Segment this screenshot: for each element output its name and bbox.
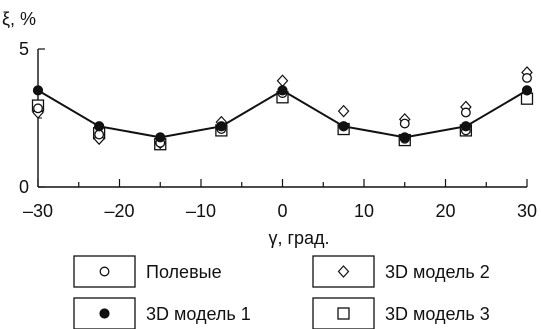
legend-marker (337, 265, 350, 278)
legend-key-box (312, 255, 375, 288)
data-point (521, 85, 533, 96)
x-tick-label: –30 (23, 201, 53, 221)
x-tick-label: –20 (104, 201, 134, 221)
x-tick-label: 20 (435, 201, 455, 221)
legend-label: 3D модель 1 (146, 304, 251, 324)
data-point (216, 121, 227, 132)
data-point (32, 85, 44, 96)
data-point (155, 132, 166, 143)
y-tick-label: 0 (19, 177, 29, 197)
data-point (277, 85, 288, 96)
data-point (276, 74, 289, 88)
y-axis-label: ξ, % (2, 9, 36, 29)
legend-marker (99, 308, 110, 319)
legend: Полевые 3D модель 2 3D модель 1 3D модель 3 (73, 255, 490, 329)
x-tick-label: 0 (277, 201, 287, 221)
data-point (94, 129, 105, 140)
data-point (94, 121, 105, 132)
legend-label: Полевые (146, 262, 222, 282)
data-point (33, 103, 43, 114)
data-point (338, 121, 349, 132)
x-tick-label: 30 (517, 201, 537, 221)
x-tick-label: –10 (186, 201, 216, 221)
data-point (460, 121, 471, 132)
legend-marker (337, 307, 350, 320)
x-tick-label: 10 (354, 201, 374, 221)
data-point (460, 107, 471, 118)
legend-label: 3D модель 3 (385, 304, 490, 324)
legend-label: 3D модель 2 (385, 262, 490, 282)
axes: 0 5 –30 –20 –10 0 10 20 30 (19, 39, 537, 221)
legend-item: 3D модель 3 (312, 297, 490, 329)
series-3d-модель-3 (31, 91, 534, 151)
plot-marks (31, 66, 534, 151)
series-3d-модель-1 (32, 85, 533, 143)
data-point (337, 104, 350, 118)
legend-item: 3D модель 2 (312, 255, 490, 288)
legend-item: Полевые (73, 255, 222, 288)
x-axis-label: γ, град. (268, 228, 329, 248)
legend-marker (99, 266, 110, 277)
y-tick-label: 5 (19, 39, 29, 59)
series-3d-модель-2 (32, 66, 533, 150)
data-point (399, 118, 410, 129)
data-point (399, 132, 410, 143)
data-point (522, 73, 532, 83)
legend-item: 3D модель 1 (73, 297, 251, 329)
